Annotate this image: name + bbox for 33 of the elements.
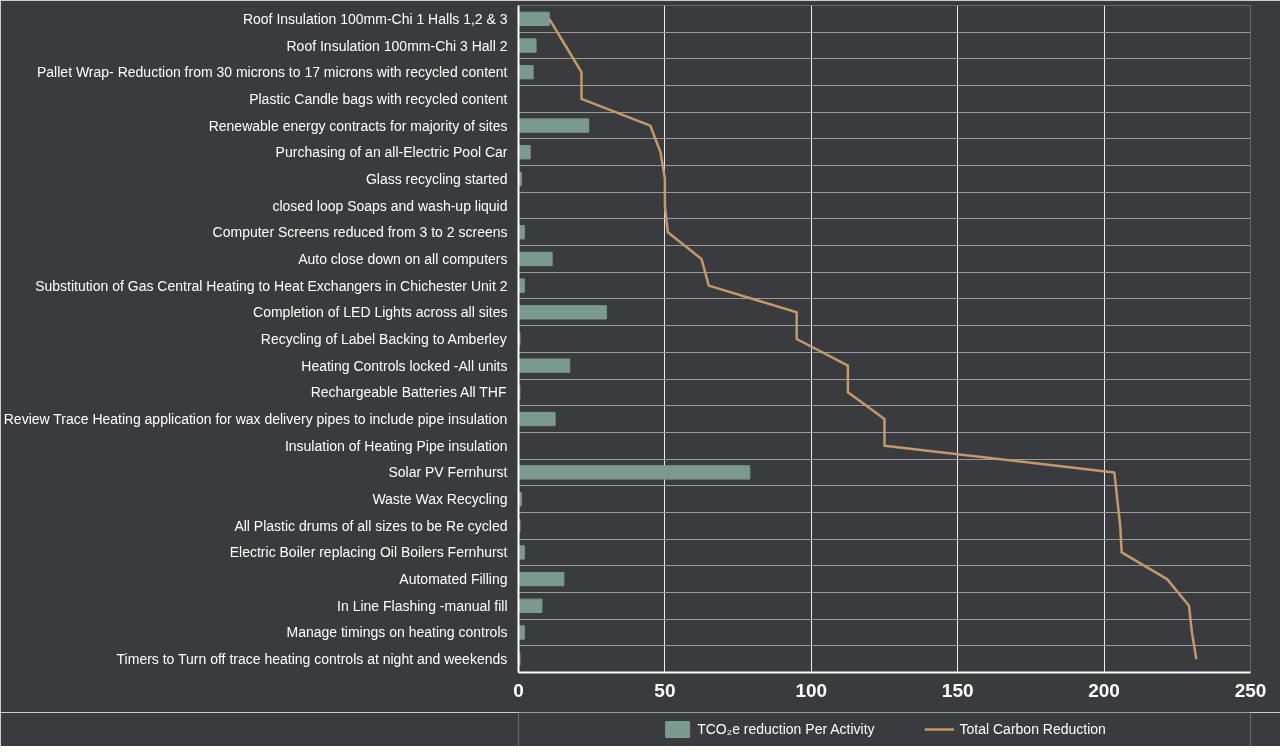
y-tick-label: Renewable energy contracts for majority of sites	[208, 117, 508, 134]
y-tick-label: In Line Flashing -manual fill	[337, 597, 508, 614]
y-tick-label: Glass recycling started	[365, 170, 508, 187]
y-tick-label: Roof Insulation 100mm-Chi 1 Halls 1,2 & 3	[242, 10, 508, 27]
y-tick-label: Insulation of Heating Pipe insulation	[284, 437, 508, 454]
y-tick-label: Rechargeable Batteries All THF	[310, 384, 507, 401]
y-tick-label: Roof Insulation 100mm-Chi 3 Hall 2	[286, 37, 508, 54]
y-tick-label: Computer Screens reduced from 3 to 2 screens	[212, 224, 508, 241]
y-tick-label: Completion of LED Lights across all sites	[253, 304, 508, 321]
y-tick-label: Solar PV Fernhurst	[388, 464, 508, 481]
legend-label: TCO₂e reduction Per Activity	[697, 721, 875, 737]
x-tick-label: 250	[1234, 679, 1267, 701]
y-tick-label: Pallet Wrap- Reduction from 30 microns to 17 microns with recycled content	[37, 64, 508, 81]
y-tick-label: Manage timings on heating controls	[286, 624, 508, 641]
x-tick-label: 100	[795, 679, 828, 701]
x-tick-label: 150	[941, 679, 974, 701]
y-tick-label: Timers to Turn off trace heating controls at night and weekends	[116, 651, 508, 668]
y-tick-label: Substitution of Gas Central Heating to Heat Exchangers in Chichester Unit 2	[35, 277, 508, 294]
legend-label: Total Carbon Reduction	[959, 721, 1106, 737]
y-tick-label: Auto close down on all computers	[298, 250, 508, 267]
y-tick-label: Electric Boiler replacing Oil Boilers Fernhurst	[229, 544, 508, 561]
y-tick-label: Automated Filling	[399, 571, 508, 588]
x-tick-label: 50	[654, 679, 676, 701]
y-tick-label: Plastic Candle bags with recycled content	[249, 90, 508, 107]
y-tick-label: Recycling of Label Backing to Amberley	[260, 331, 507, 347]
y-tick-label: Review Trace Heating application for wax delivery pipes to include pipe insulation	[3, 411, 508, 428]
y-tick-label: Heating Controls locked -All units	[301, 357, 508, 374]
y-tick-label: Waste Wax Recycling	[372, 491, 508, 508]
x-tick-label: 0	[513, 679, 524, 701]
y-tick-label: closed loop Soaps and wash-up liquid	[272, 197, 508, 214]
y-tick-label: All Plastic drums of all sizes to be Re cycled	[234, 517, 508, 534]
x-tick-label: 200	[1088, 679, 1120, 701]
y-tick-label: Purchasing of an all-Electric Pool Car	[275, 144, 508, 161]
